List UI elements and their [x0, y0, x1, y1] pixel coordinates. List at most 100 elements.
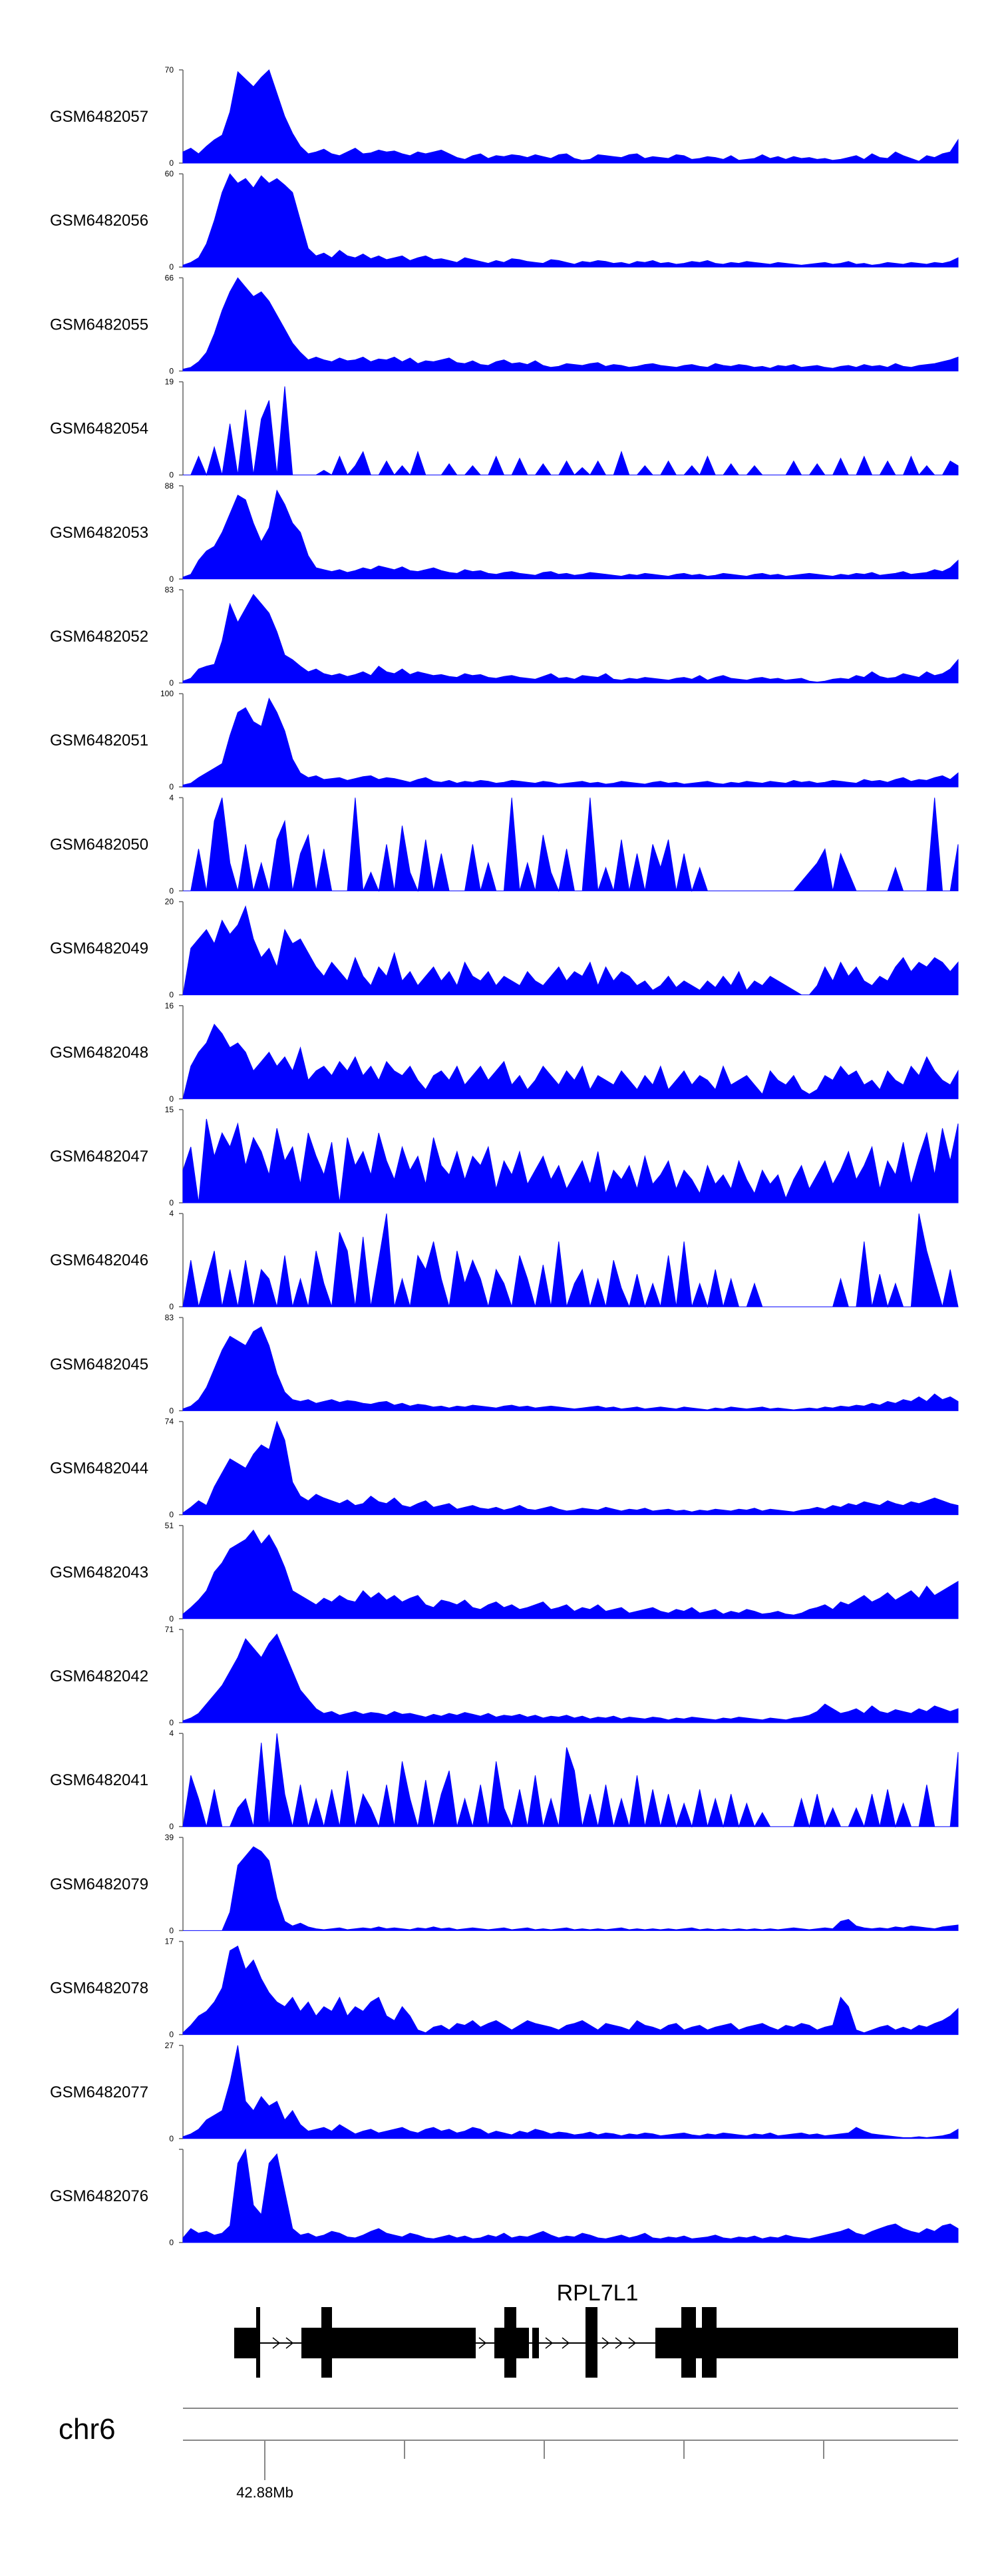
track-label: GSM6482079: [50, 1875, 148, 1893]
track-signal-area: [182, 69, 959, 164]
gene-label: RPL7L1: [557, 2280, 639, 2306]
track-GSM6482054: GSM6482054 19 0: [50, 377, 959, 480]
signal-tracks: GSM6482057700GSM6482056600GSM6482055660G…: [50, 65, 959, 2247]
track-ymin-label: 0: [169, 471, 174, 480]
track-signal-area: [182, 697, 959, 787]
track-label: GSM6482049: [50, 940, 148, 958]
track-GSM6482057: GSM6482057 70 0: [50, 65, 959, 168]
track-ymin-label: 0: [169, 1302, 174, 1311]
exon-6-cds-a: [681, 2307, 696, 2378]
track-signal-area: [182, 277, 959, 371]
track-label: GSM6482078: [50, 1980, 148, 1998]
track-GSM6482050: GSM6482050 4 0: [50, 793, 959, 895]
track-GSM6482079: GSM6482079 39 0: [50, 1832, 959, 1935]
track-signal-area: [183, 797, 959, 893]
track-signal-area: [182, 1529, 959, 1619]
track-GSM6482078: GSM6482078 17 0: [50, 1937, 959, 2039]
track-GSM6482076: GSM6482076 0: [50, 2148, 959, 2247]
track-GSM6482048: GSM6482048 16 0: [50, 1001, 959, 1104]
track-ymax-label: 100: [160, 689, 174, 698]
track-label: GSM6482043: [50, 1564, 148, 1582]
track-signal-area: [182, 1945, 959, 2036]
track-GSM6482056: GSM6482056 60 0: [50, 169, 959, 272]
track-signal-area: [182, 1733, 959, 1828]
track-ymin-label: 0: [169, 1926, 174, 1935]
track-label: GSM6482044: [50, 1460, 148, 1478]
intron-arrows: [272, 2337, 637, 2349]
track-ymin-label: 0: [169, 2030, 174, 2039]
track-label: GSM6482054: [50, 420, 148, 438]
track-ymin-label: 0: [169, 1198, 174, 1207]
track-ymax-label: 4: [169, 1729, 174, 1738]
track-ymin-label: 0: [169, 574, 174, 584]
track-ymin-label: 0: [169, 1614, 174, 1623]
track-ymin-label: 0: [169, 366, 174, 375]
track-ymin-label: 0: [169, 990, 174, 1000]
track-label: GSM6482041: [50, 1771, 148, 1789]
chromosome-axis: chr6 42.88Mb: [59, 2408, 958, 2501]
track-ymax-label: 88: [165, 481, 174, 491]
track-ymax-label: 60: [165, 169, 174, 178]
axis-tick-label: 42.88Mb: [236, 2484, 293, 2501]
exon-5: [585, 2307, 597, 2378]
track-ymin-label: 0: [169, 2238, 174, 2247]
track-ymax-label: 83: [165, 585, 174, 594]
track-GSM6482052: GSM6482052 83 0: [50, 585, 959, 688]
track-signal-area: [182, 1420, 959, 1516]
track-ymin-label: 0: [169, 782, 174, 791]
track-signal-area: [182, 489, 959, 580]
track-ymax-label: 51: [165, 1521, 174, 1530]
track-signal-area: [183, 386, 959, 477]
track-signal-area: [182, 173, 959, 268]
track-ymax-label: 74: [165, 1417, 174, 1426]
track-signal-area: [182, 905, 959, 996]
exon-1-cds: [256, 2307, 260, 2378]
track-ymin-label: 0: [169, 1094, 174, 1104]
track-label: GSM6482046: [50, 1251, 148, 1269]
axis-ticks: 42.88Mb: [236, 2440, 824, 2501]
track-GSM6482045: GSM6482045 83 0: [50, 1313, 959, 1415]
track-GSM6482047: GSM6482047 15 0: [50, 1105, 959, 1207]
track-ymin-label: 0: [169, 1406, 174, 1415]
track-signal-area: [182, 1023, 959, 1100]
exon-1: [234, 2328, 259, 2358]
exon-2-cds: [321, 2307, 332, 2378]
track-label: GSM6482076: [50, 2187, 148, 2205]
track-signal-area: [182, 1213, 959, 1309]
track-signal-area: [182, 1118, 959, 1203]
track-GSM6482044: GSM6482044 74 0: [50, 1417, 959, 1520]
track-label: GSM6482077: [50, 2083, 148, 2101]
track-ymin-label: 0: [169, 158, 174, 168]
track-GSM6482043: GSM6482043 51 0: [50, 1521, 959, 1623]
track-label: GSM6482047: [50, 1148, 148, 1166]
track-ymax-label: 70: [165, 65, 174, 75]
exon-3-cds: [504, 2307, 516, 2378]
track-GSM6482046: GSM6482046 4 0: [50, 1209, 959, 1311]
track-label: GSM6482056: [50, 212, 148, 230]
track-ymax-label: 4: [169, 793, 174, 802]
track-ymin-label: 0: [169, 886, 174, 895]
track-label: GSM6482042: [50, 1667, 148, 1685]
track-GSM6482042: GSM6482042 71 0: [50, 1625, 959, 1727]
exon-6: [655, 2328, 958, 2358]
track-label: GSM6482052: [50, 628, 148, 646]
track-label: GSM6482053: [50, 524, 148, 542]
track-GSM6482053: GSM6482053 88 0: [50, 481, 959, 584]
chromosome-label: chr6: [59, 2413, 116, 2446]
track-label: GSM6482055: [50, 316, 148, 333]
track-GSM6482077: GSM6482077 27 0: [50, 2041, 959, 2143]
track-ymax-label: 39: [165, 1832, 174, 1842]
track-signal-area: [183, 1846, 959, 1931]
track-ymax-label: 15: [165, 1105, 174, 1114]
track-GSM6482051: GSM6482051 100 0: [50, 689, 959, 791]
track-label: GSM6482050: [50, 835, 148, 853]
track-signal-area: [182, 1326, 959, 1411]
track-ymin-label: 0: [169, 262, 174, 272]
track-signal-area: [182, 2148, 959, 2243]
track-ymin-label: 0: [169, 2134, 174, 2143]
track-signal-area: [182, 1633, 959, 1723]
gene-model: RPL7L1: [234, 2280, 958, 2378]
exon-4: [532, 2328, 539, 2358]
track-ymin-label: 0: [169, 1718, 174, 1727]
